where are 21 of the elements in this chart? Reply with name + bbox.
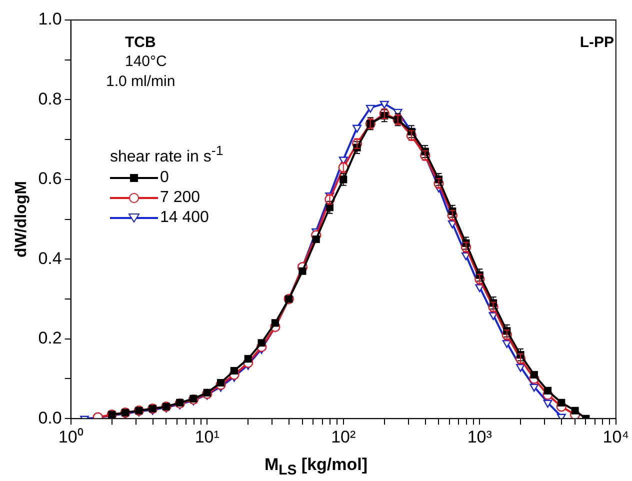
x-tick-label: 10¹ bbox=[194, 427, 220, 446]
y-tick-label: 0.4 bbox=[38, 248, 62, 268]
x-tick-label: 10⁴ bbox=[602, 427, 629, 446]
y-axis-title: dW/dlogM bbox=[13, 181, 30, 258]
legend-label: 14 400 bbox=[160, 209, 209, 228]
y-tick-label: 0.8 bbox=[38, 89, 62, 108]
y-tick-label: 0.6 bbox=[38, 169, 62, 188]
y-tick-label: 0.0 bbox=[38, 408, 62, 428]
annotation: TCB bbox=[125, 34, 156, 51]
x-tick-label: 10³ bbox=[467, 427, 492, 446]
y-tick-label: 1.0 bbox=[38, 10, 62, 29]
y-tick-label: 0.2 bbox=[38, 328, 62, 348]
x-tick-label: 10⁰ bbox=[58, 427, 84, 446]
annotation: 140°C bbox=[125, 53, 167, 70]
legend-label: 0 bbox=[160, 169, 169, 188]
annotation: 1.0 ml/min bbox=[106, 73, 176, 90]
legend-label: 7 200 bbox=[160, 189, 200, 208]
x-axis-title: M$_{LS}$ [kg/mol] bbox=[263, 455, 369, 478]
annotation: L-PP bbox=[580, 34, 614, 51]
x-tick-label: 10² bbox=[331, 427, 356, 446]
legend-title: shear rate in s$^{-1}$ bbox=[110, 143, 224, 166]
